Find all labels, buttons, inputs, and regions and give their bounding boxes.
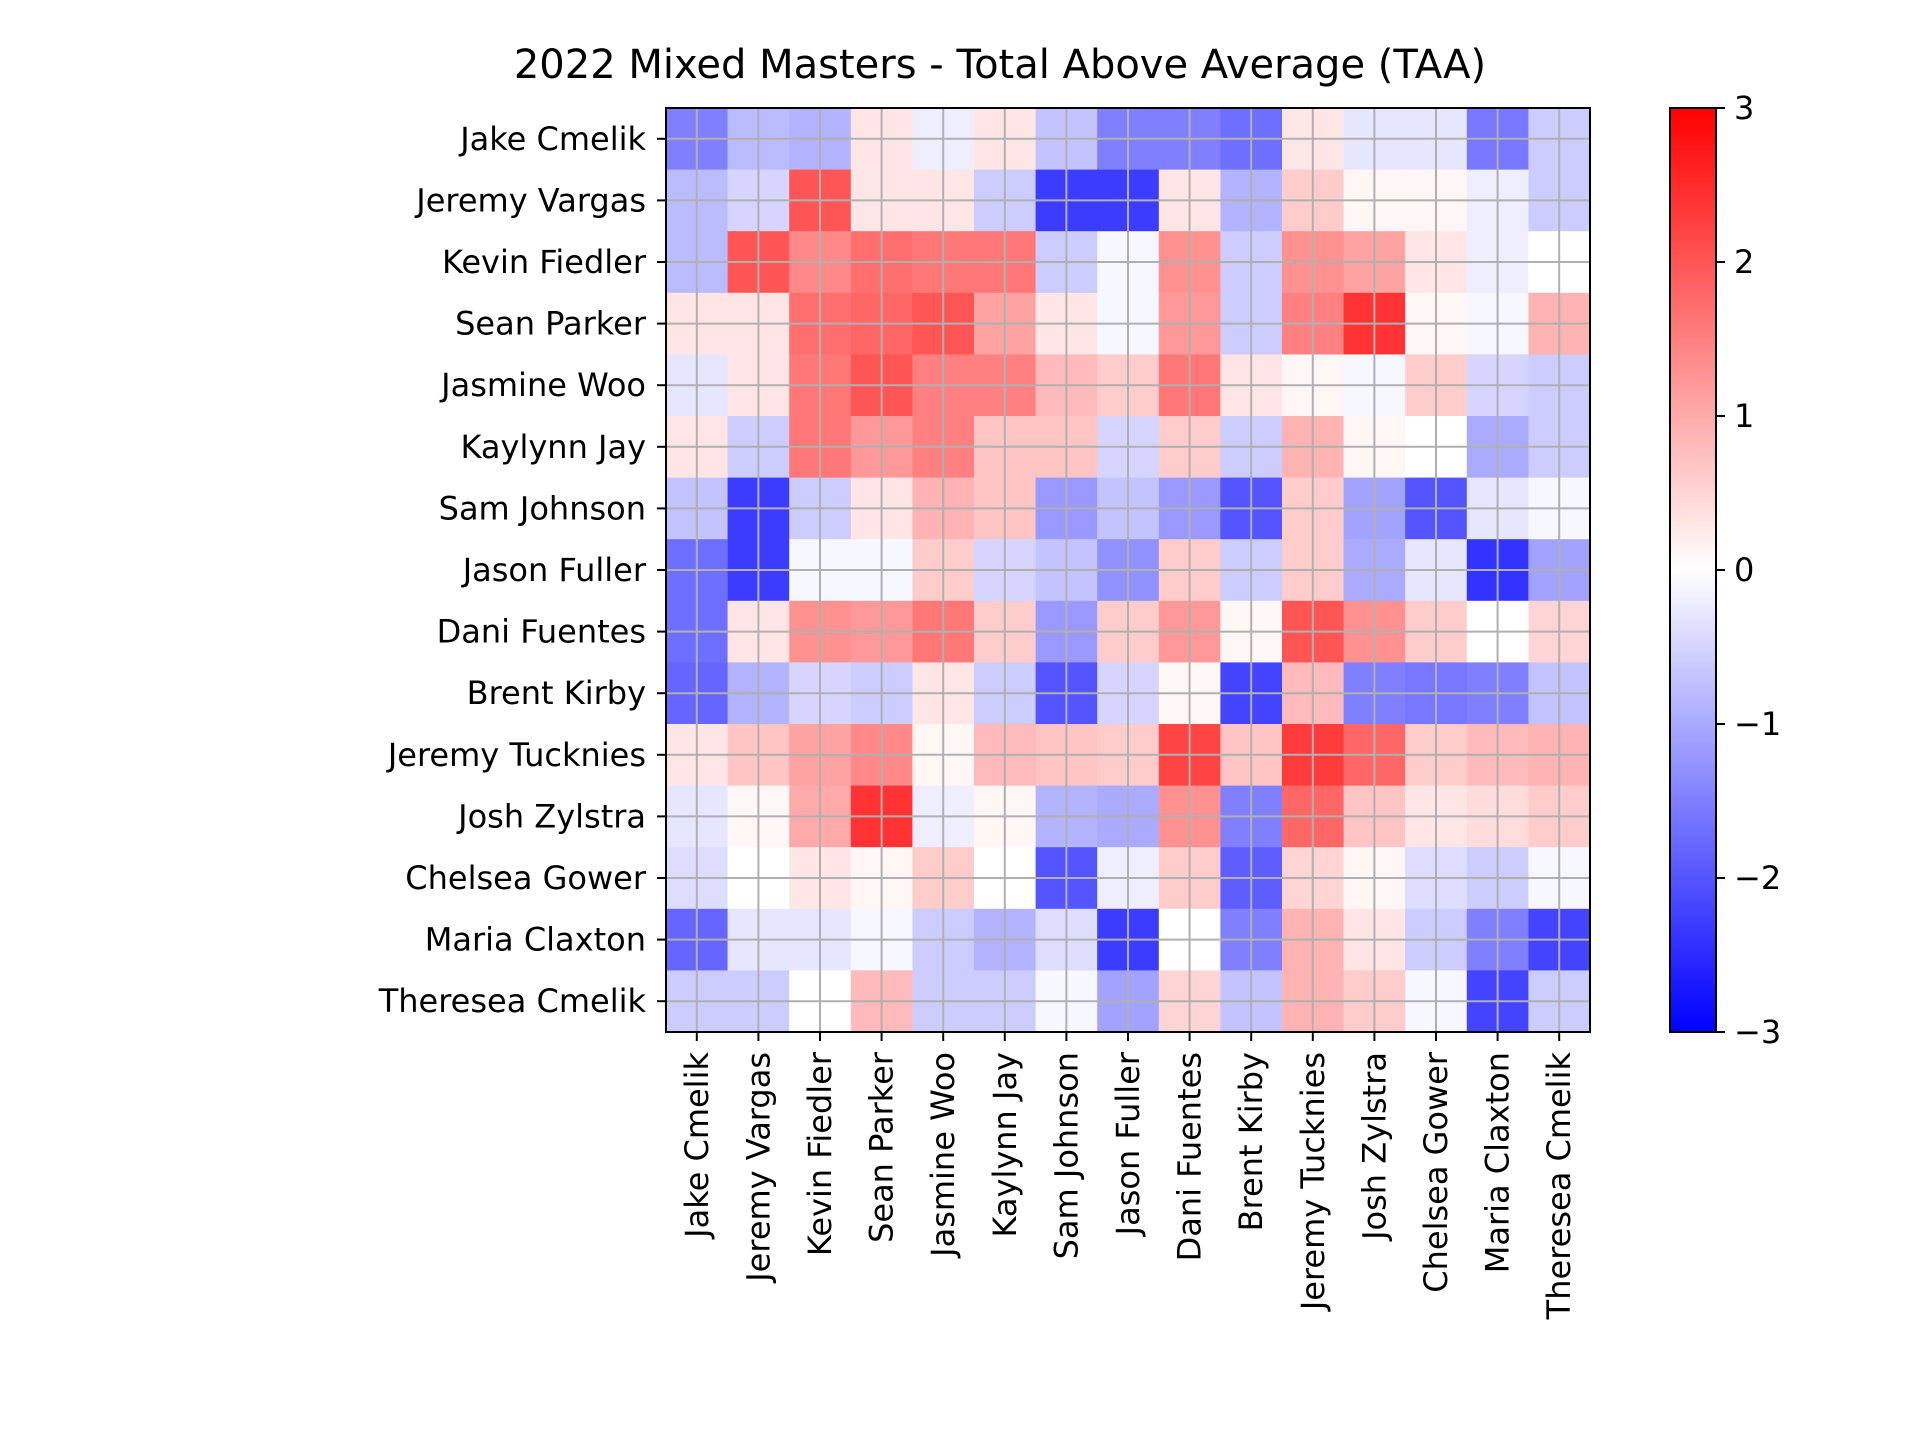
x-tick-label: Sean Parker — [863, 1051, 901, 1243]
colorbar-ticks: 3 2 1 0 −1 −2 −3 — [1716, 89, 1781, 1051]
colorbar: 3 2 1 0 −1 −2 −3 — [1669, 89, 1781, 1051]
x-tick-label: Jeremy Tucknies — [1294, 1052, 1332, 1312]
x-tick-label: Sam Johnson — [1047, 1052, 1085, 1259]
grid-lines — [666, 108, 1590, 1032]
colorbar-gradient — [1669, 107, 1717, 1033]
x-axis: Jake Cmelik Jeremy Vargas Kevin Fiedler Sea… — [678, 1032, 1578, 1320]
colorbar-tick-label: 1 — [1734, 397, 1754, 435]
y-tick-label: Theresea Cmelik — [378, 982, 647, 1020]
colorbar-tick-label: 0 — [1734, 551, 1754, 589]
y-tick-label: Brent Kirby — [467, 674, 646, 712]
y-tick-label: Jason Fuller — [461, 551, 647, 589]
y-tick-label: Sean Parker — [455, 305, 647, 343]
y-axis: Jake Cmelik Jeremy Vargas Kevin Fiedler Sea… — [378, 120, 666, 1020]
x-tick-label: Chelsea Gower — [1417, 1051, 1455, 1293]
colorbar-tick-label: 2 — [1734, 243, 1754, 281]
y-tick-label: Dani Fuentes — [437, 613, 646, 651]
x-tick-label: Kaylynn Jay — [986, 1052, 1024, 1238]
y-tick-label: Kevin Fiedler — [442, 243, 647, 281]
x-tick-label: Jeremy Vargas — [739, 1052, 777, 1284]
x-tick-label: Josh Zylstra — [1355, 1052, 1393, 1242]
x-tick-label: Theresea Cmelik — [1540, 1052, 1578, 1321]
x-tick-label: Jason Fuller — [1109, 1051, 1147, 1237]
x-tick-label: Brent Kirby — [1232, 1052, 1270, 1231]
y-tick-label: Kaylynn Jay — [460, 428, 646, 466]
colorbar-tick-label: 3 — [1734, 89, 1754, 127]
chart-title: 2022 Mixed Masters - Total Above Average… — [514, 42, 1486, 88]
y-tick-label: Maria Claxton — [425, 921, 646, 959]
y-tick-label: Josh Zylstra — [456, 797, 646, 835]
y-tick-label: Sam Johnson — [439, 489, 646, 527]
y-tick-label: Jasmine Woo — [439, 366, 646, 404]
colorbar-tick-label: −2 — [1734, 859, 1781, 897]
x-tick-label: Dani Fuentes — [1171, 1052, 1209, 1261]
y-tick-label: Jake Cmelik — [458, 120, 646, 158]
x-tick-label: Jasmine Woo — [924, 1052, 962, 1259]
x-tick-label: Kevin Fiedler — [801, 1051, 839, 1256]
x-tick-label: Maria Claxton — [1479, 1052, 1517, 1273]
y-tick-label: Jeremy Vargas — [414, 181, 646, 219]
colorbar-tick-label: −3 — [1734, 1013, 1781, 1051]
x-tick-label: Jake Cmelik — [678, 1052, 716, 1240]
y-tick-label: Chelsea Gower — [405, 859, 647, 897]
y-tick-label: Jeremy Tucknies — [386, 736, 646, 774]
colorbar-tick-label: −1 — [1734, 705, 1781, 743]
